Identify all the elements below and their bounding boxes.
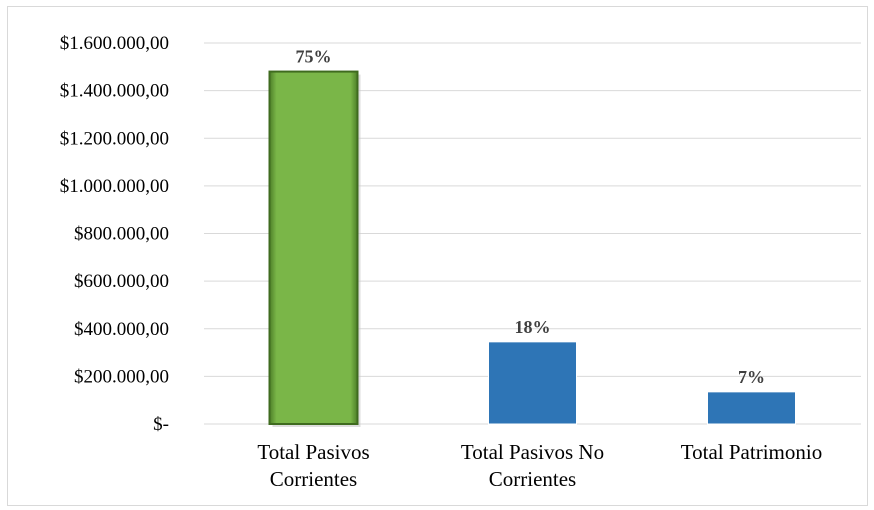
bars [268,70,796,427]
y-axis-ticks: $- $200.000,00 $400.000,00 $600.000,00 $800.… [60,33,169,435]
x-category-label: Total Patrimonio [681,440,822,464]
bar-group [707,391,796,425]
bar-chart: $- $200.000,00 $400.000,00 $600.000,00 $800.… [60,33,861,491]
y-tick-label: $800.000,00 [74,224,169,245]
bar-group [488,341,577,425]
bar [707,391,796,425]
x-category-label: Total Pasivos Corrientes [257,440,369,491]
y-tick-label: $600.000,00 [74,271,169,292]
x-axis-categories: Total Pasivos Corrientes Total Pasivos No C… [257,440,822,491]
y-tick-label: $1.600.000,00 [60,33,169,54]
bar-group [268,70,361,427]
y-tick-label: $1.000.000,00 [60,176,169,197]
y-tick-label: $200.000,00 [74,366,169,387]
data-label: 7% [738,367,765,387]
y-tick-label: $1.400.000,00 [60,81,169,102]
data-labels: 75% 18% 7% [296,47,766,387]
bar [488,341,577,425]
chart-frame: $- $200.000,00 $400.000,00 $600.000,00 $800.… [7,6,868,506]
y-tick-label: $1.200.000,00 [60,128,169,149]
x-category-label: Total Pasivos No Corrientes [461,440,604,491]
bar [268,70,359,425]
y-tick-label: $- [153,414,169,435]
data-label: 18% [515,317,551,337]
data-label: 75% [296,47,332,67]
y-tick-label: $400.000,00 [74,319,169,340]
